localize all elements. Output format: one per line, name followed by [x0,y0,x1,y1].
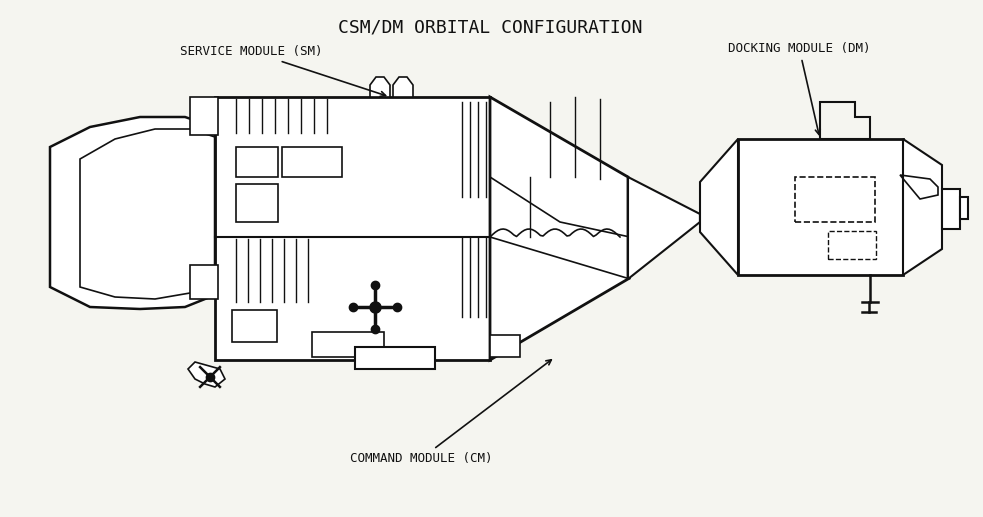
Polygon shape [700,139,738,275]
Polygon shape [370,77,390,97]
Bar [232,310,277,342]
Bar [795,177,875,222]
Text: CSM/DM ORBITAL CONFIGURATION: CSM/DM ORBITAL CONFIGURATION [338,19,642,37]
Bar [190,97,218,135]
Bar [236,147,278,177]
Polygon shape [628,177,700,279]
Bar [312,332,384,357]
Bar [190,265,218,299]
Bar [942,189,960,229]
Bar [236,184,278,222]
Text: DOCKING MODULE (DM): DOCKING MODULE (DM) [728,42,871,134]
Bar [960,197,968,219]
Bar [490,335,520,357]
Text: SERVICE MODULE (SM): SERVICE MODULE (SM) [180,45,385,96]
Bar [355,347,435,369]
Bar [738,139,903,275]
Polygon shape [903,139,942,275]
Bar [828,231,876,259]
Polygon shape [490,97,628,360]
Bar [282,147,342,177]
Text: COMMAND MODULE (CM): COMMAND MODULE (CM) [350,360,551,465]
Polygon shape [50,117,215,309]
Bar [215,97,490,360]
Polygon shape [700,182,738,252]
Polygon shape [188,362,225,387]
Polygon shape [393,77,413,97]
